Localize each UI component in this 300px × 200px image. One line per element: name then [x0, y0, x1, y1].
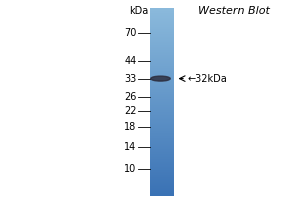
Text: 44: 44	[124, 56, 136, 66]
Ellipse shape	[151, 76, 170, 81]
Text: 10: 10	[124, 164, 136, 174]
Text: 70: 70	[124, 28, 136, 38]
Text: 22: 22	[124, 106, 136, 116]
Text: kDa: kDa	[129, 6, 148, 16]
Text: 26: 26	[124, 92, 136, 102]
Text: 33: 33	[124, 74, 136, 84]
Text: 18: 18	[124, 122, 136, 132]
Text: Western Blot: Western Blot	[198, 6, 270, 16]
Text: ←32kDa: ←32kDa	[188, 74, 227, 84]
Text: 14: 14	[124, 142, 136, 152]
